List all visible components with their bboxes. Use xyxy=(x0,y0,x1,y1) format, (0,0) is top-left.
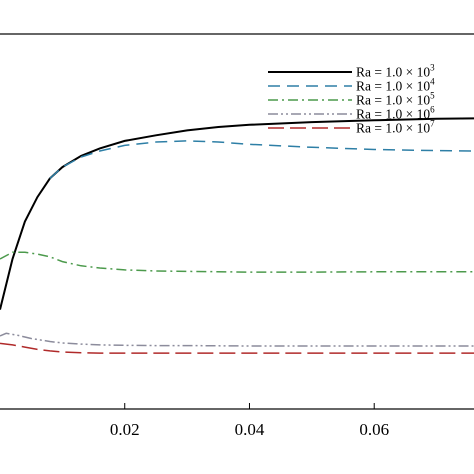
legend-label-exponent: 3 xyxy=(430,63,435,73)
series-layer xyxy=(0,117,474,354)
legend-label-3: Ra = 1.0 × 105 xyxy=(356,91,435,108)
legend-label-base: Ra = 1.0 × 10 xyxy=(356,65,430,80)
series-line-3 xyxy=(0,251,474,273)
legend-label-exponent: 4 xyxy=(430,77,435,87)
series-line-2 xyxy=(49,140,474,179)
legend-label-2: Ra = 1.0 × 104 xyxy=(356,77,435,94)
legend-label-exponent: 6 xyxy=(430,105,435,115)
series-line-1 xyxy=(0,117,474,310)
x-tick-label-2: 0.04 xyxy=(235,420,265,439)
legend-label-5: Ra = 1.0 × 107 xyxy=(356,119,435,136)
legend-label-4: Ra = 1.0 × 106 xyxy=(356,105,435,122)
legend-label-base: Ra = 1.0 × 10 xyxy=(356,79,430,94)
legend-label-base: Ra = 1.0 × 10 xyxy=(356,121,430,136)
x-tick-label-3: 0.06 xyxy=(359,420,389,439)
legend-label-base: Ra = 1.0 × 10 xyxy=(356,93,430,108)
plot-frame xyxy=(0,33,474,410)
series-line-4 xyxy=(0,332,474,347)
series-line-5 xyxy=(0,342,474,354)
x-tick-label-1: 0.02 xyxy=(110,420,140,439)
legend-label-base: Ra = 1.0 × 10 xyxy=(356,107,430,122)
legend-label-1: Ra = 1.0 × 103 xyxy=(356,63,435,80)
legend-label-exponent: 7 xyxy=(430,119,435,129)
legend-label-exponent: 5 xyxy=(430,91,435,101)
x-axis-ticks: 0.02 0.04 0.06 xyxy=(110,403,389,439)
